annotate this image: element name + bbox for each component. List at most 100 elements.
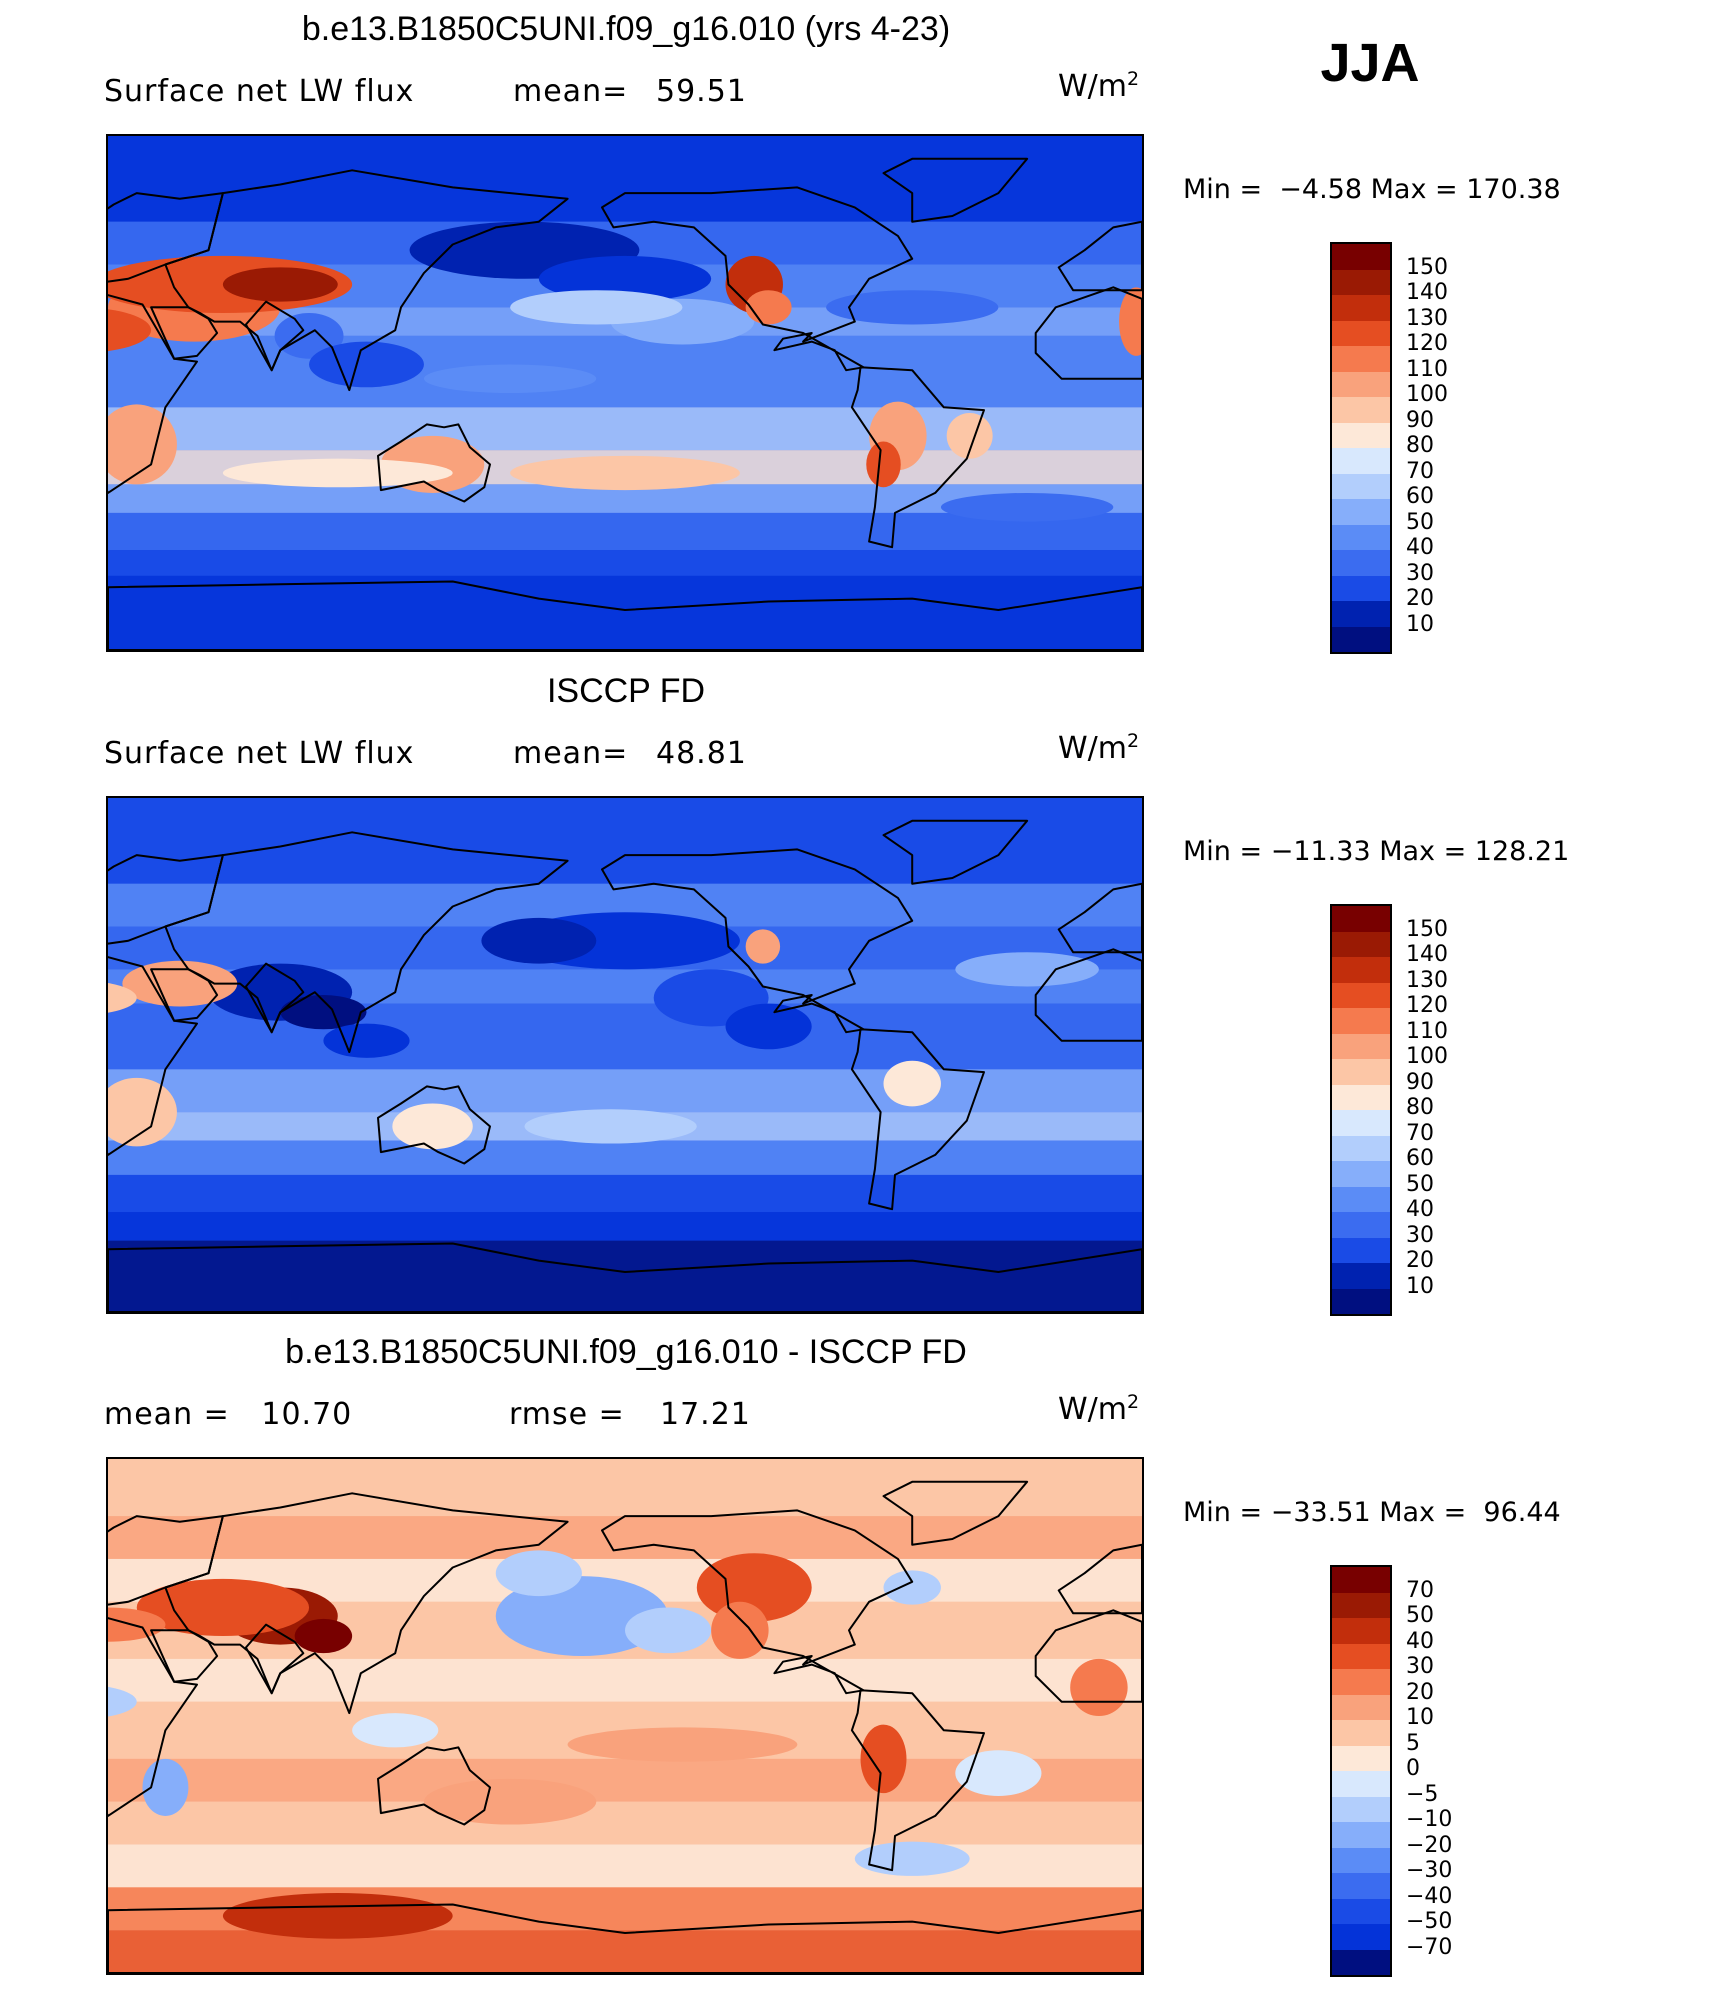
colorbar-tick-label: 80	[1406, 1095, 1434, 1120]
coastline-africa	[108, 294, 198, 494]
contour-region	[625, 1607, 712, 1654]
coastline-asia	[164, 1492, 569, 1715]
rmse-label: rmse =	[509, 1397, 625, 1432]
panel-title: b.e13.B1850C5UNI.f09_g16.010 - ISCCP FD	[285, 1333, 967, 1371]
contour-region	[481, 917, 597, 964]
contour-band	[108, 512, 1142, 551]
colorbar-tick-label: 50	[1406, 1603, 1434, 1628]
colorbar-swatch	[1332, 295, 1390, 321]
colorbar-tick-label: 50	[1406, 509, 1434, 535]
coastline-africa2	[1034, 286, 1142, 380]
contour-region	[108, 404, 177, 485]
colorbar-swatch	[1332, 1161, 1390, 1187]
coastline-samerica	[850, 1689, 985, 1872]
contour-region	[222, 267, 338, 302]
contour-map	[106, 1457, 1144, 1975]
colorbar-swatch	[1332, 1669, 1390, 1695]
contour-map	[106, 134, 1144, 652]
contour-region	[309, 341, 424, 388]
colorbar-tick-label: 130	[1406, 305, 1448, 331]
contour-region	[423, 364, 597, 393]
colorbar-tick-label: 150	[1406, 916, 1448, 942]
coastline-australia	[377, 1085, 491, 1165]
rmse-value: 17.21	[660, 1397, 751, 1432]
colorbar-swatch	[1332, 1059, 1390, 1085]
contour-region	[222, 458, 453, 488]
colorbar-tick-label: 120	[1406, 993, 1448, 1018]
min-max-label: Min = −33.51 Max = 96.44	[1183, 1497, 1561, 1528]
colorbar-tick-label: 90	[1406, 407, 1434, 433]
colorbar-swatch	[1332, 931, 1390, 957]
contour-band	[108, 1069, 1142, 1113]
contour-band	[108, 1240, 1142, 1312]
contour-region	[122, 960, 238, 1007]
coastline-india	[244, 962, 305, 1034]
contour-region	[1119, 287, 1142, 356]
colorbar-tick-label: 30	[1406, 1654, 1434, 1679]
colorbar-swatch	[1332, 1822, 1390, 1848]
contour-region	[725, 1003, 812, 1050]
contour-region	[510, 455, 740, 491]
colorbar-swatch	[1332, 1135, 1390, 1161]
colorbar-labels: 70 50 40 30 20 10 5 0 −5 −10 −20 −30 −40 −50 −70	[1406, 1565, 1526, 1981]
colorbar-swatch	[1332, 1745, 1390, 1771]
coastline-australia	[377, 1746, 491, 1826]
coastline-greenland	[882, 157, 1029, 223]
season-label: JJA	[1320, 33, 1420, 93]
coastline-africa	[108, 956, 198, 1156]
colorbar-swatch	[1332, 1263, 1390, 1289]
contour-region	[567, 1727, 798, 1762]
coastline-africa	[108, 1617, 198, 1817]
coastline-namerica	[601, 1509, 914, 1695]
contour-region	[280, 995, 367, 1030]
colorbar	[1330, 242, 1392, 654]
contour-region	[955, 1750, 1042, 1796]
units-label: W/m2	[1058, 730, 1140, 766]
contour-region	[538, 255, 712, 302]
colorbar-swatch	[1332, 1771, 1390, 1797]
mean-value: 59.51	[656, 74, 747, 109]
colorbar-tick-label: 20	[1406, 1679, 1434, 1705]
colorbar-labels: 150 140 130 120 110 100 90 80 70 60 50 40 30 20 10	[1406, 242, 1526, 658]
colorbar-swatch	[1332, 550, 1390, 576]
contour-region	[711, 1601, 769, 1659]
colorbar-swatch	[1332, 1212, 1390, 1238]
colorbar-tick-label: −10	[1406, 1807, 1453, 1832]
colorbar-tick-label: 110	[1406, 356, 1448, 382]
mean-value: 48.81	[656, 736, 747, 771]
contour-region	[108, 309, 152, 352]
contour-region	[946, 412, 993, 459]
contour-region	[524, 1109, 697, 1144]
colorbar-tick-label: 90	[1406, 1069, 1434, 1095]
mean-label: mean=	[513, 736, 629, 771]
mean-label: mean = 10.70	[104, 1397, 353, 1432]
colorbar-swatch	[1332, 320, 1390, 346]
variable-label: Surface net LW flux	[104, 736, 415, 771]
contour-band	[108, 1658, 1142, 1702]
panel-title: ISCCP FD	[546, 672, 706, 710]
coastline-australia	[377, 423, 491, 503]
contour-band	[108, 1516, 1142, 1559]
coastline-namerica	[601, 186, 914, 372]
colorbar-tick-label: 70	[1406, 1120, 1434, 1146]
contour-region	[294, 1618, 353, 1654]
colorbar-tick-label: 30	[1406, 560, 1434, 586]
contour-band	[108, 1459, 1142, 1517]
coastline-arabia	[150, 1629, 219, 1683]
colorbar-tick-label: 10	[1406, 1273, 1434, 1299]
colorbar-tick-label: 130	[1406, 967, 1448, 993]
colorbar-labels: 150 140 130 120 110 100 90 80 70 60 50 40 30 20 10	[1406, 904, 1526, 1320]
contour-region	[108, 1686, 137, 1717]
colorbar-swatch	[1332, 397, 1390, 423]
coastline-europe	[108, 1515, 224, 1606]
contour-band	[108, 1212, 1142, 1241]
colorbar-tick-label: −50	[1406, 1909, 1453, 1934]
colorbar-swatch	[1332, 244, 1390, 270]
contour-region	[696, 1553, 812, 1622]
contour-band	[108, 1140, 1142, 1175]
colorbar-swatch	[1332, 448, 1390, 474]
coastline-asia	[164, 169, 569, 392]
min-max-label: Min = −4.58 Max = 170.38	[1183, 174, 1561, 205]
colorbar-tick-label: 40	[1406, 1197, 1434, 1222]
contour-region	[745, 290, 792, 325]
